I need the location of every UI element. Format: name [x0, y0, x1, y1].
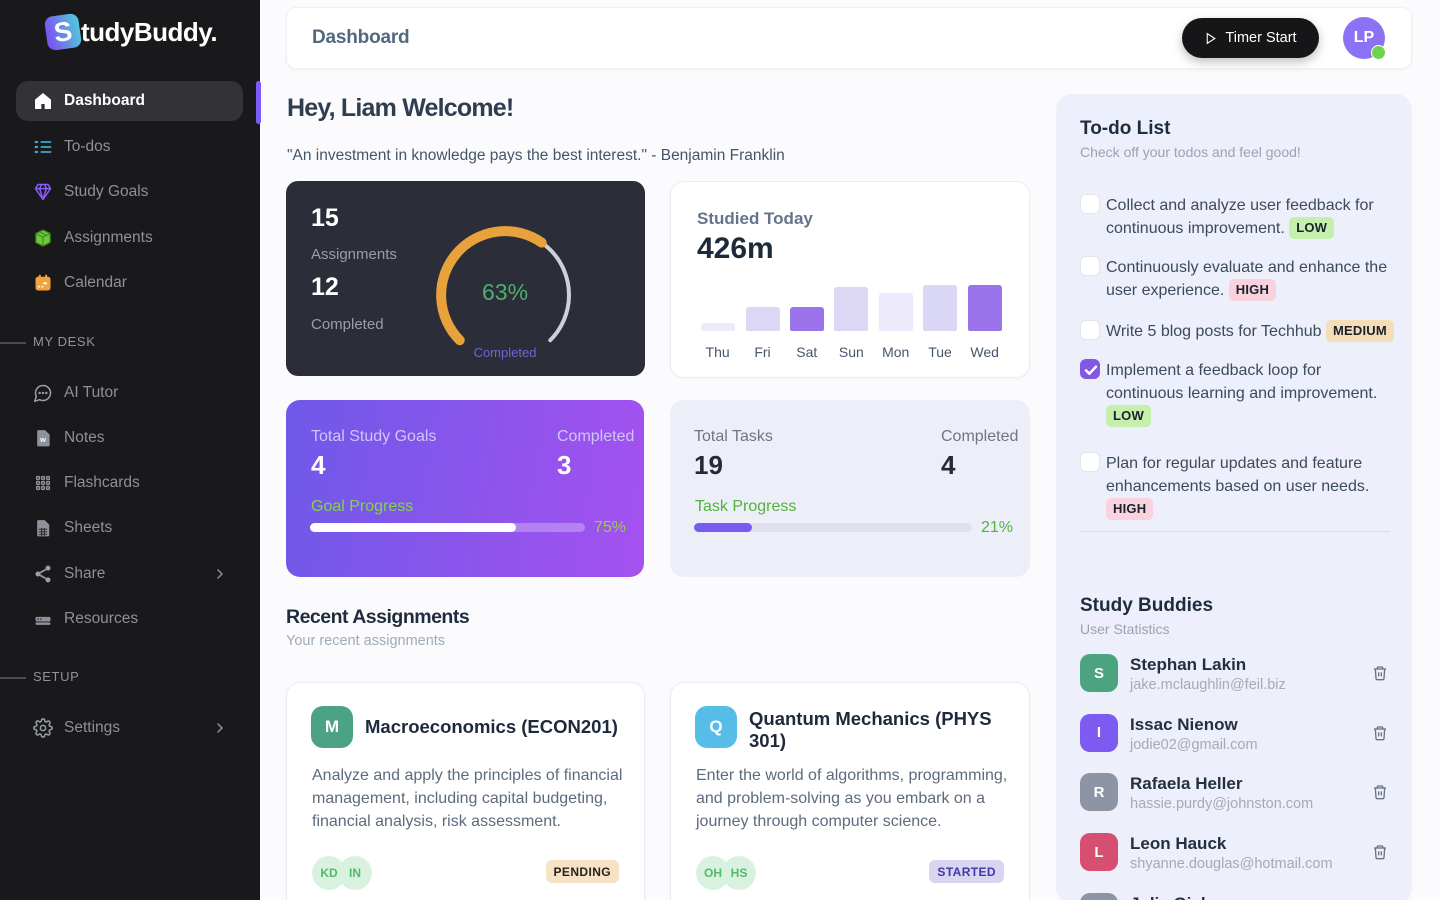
- svg-text:w: w: [39, 435, 46, 444]
